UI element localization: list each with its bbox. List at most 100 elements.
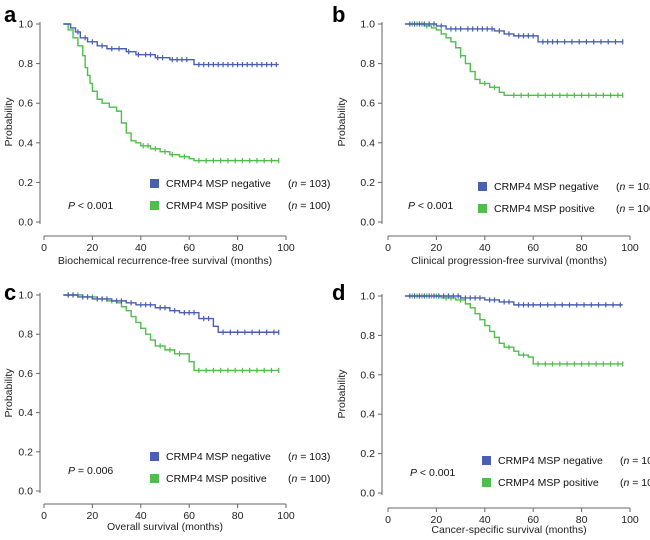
y-tick-label: 0.0 (360, 488, 375, 500)
p-value: P < 0.001 (410, 467, 455, 479)
p-value: P < 0.001 (68, 200, 113, 212)
y-tick-label: 0.4 (360, 409, 375, 421)
series-line-positive (407, 295, 623, 365)
series-line-negative (404, 295, 623, 306)
p-value: P < 0.001 (408, 200, 453, 212)
panel-letter: d (332, 280, 345, 305)
y-tick-label: 1.0 (360, 19, 375, 31)
km-panel-d: d 0.0 0.2 0.4 0.6 0.8 1.0 0 20 40 60 80 100 Cancer-sp… (332, 280, 650, 536)
legend-label: CRMP4 MSP positive (498, 477, 599, 489)
y-tick-label: 0.8 (18, 329, 33, 341)
y-axis-label: Probability (3, 97, 15, 147)
y-tick-label: 0.2 (360, 177, 375, 189)
x-tick-label: 60 (183, 242, 195, 254)
legend-swatch-negative (482, 456, 491, 465)
series-line-positive (407, 23, 623, 96)
y-axis-label: Probability (336, 97, 348, 147)
x-tick-label: 100 (277, 510, 295, 522)
x-tick-label: 20 (87, 242, 99, 254)
legend-n: (n = 103) (288, 178, 330, 190)
x-tick-label: 100 (277, 242, 295, 254)
y-tick-label: 0.6 (360, 98, 375, 110)
x-tick-label: 60 (527, 242, 539, 254)
y-tick-label: 0.6 (18, 98, 33, 110)
x-axis-label: Biochemical recurrence-free survival (mo… (58, 255, 272, 267)
panel-letter: c (4, 280, 16, 305)
legend-swatch-negative (478, 182, 487, 191)
y-tick-label: 0.2 (18, 177, 33, 189)
y-tick-label: 1.0 (18, 290, 33, 302)
y-tick-label: 0.4 (360, 137, 375, 149)
p-value: P = 0.006 (68, 465, 113, 477)
series-line-positive (63, 23, 279, 162)
x-tick-label: 40 (479, 242, 491, 254)
y-tick-label: 0.6 (18, 368, 33, 380)
y-tick-label: 0.8 (360, 330, 375, 342)
x-tick-label: 0 (385, 242, 391, 254)
y-axis-label: Probability (336, 369, 348, 419)
y-tick-label: 1.0 (360, 291, 375, 303)
legend-swatch-negative (150, 452, 159, 461)
y-tick-label: 0.6 (360, 369, 375, 381)
x-tick-label: 80 (576, 514, 588, 526)
legend-label: CRMP4 MSP negative (166, 178, 271, 190)
y-tick-label: 0.8 (18, 58, 33, 70)
km-panel-a: a 0.0 0.2 0.4 0.6 0.8 1.0 0 20 40 60 80 100 Biochemic… (3, 2, 330, 267)
km-panel-c: c 0.0 0.2 0.4 0.6 0.8 1.0 0 20 40 60 80 100 Overall s… (3, 280, 330, 533)
x-tick-label: 20 (431, 514, 443, 526)
km-panel-b: b 0.0 0.2 0.4 0.6 0.8 1.0 0 20 40 60 80 100 Clinical … (332, 2, 650, 267)
x-tick-label: 80 (576, 242, 588, 254)
x-tick-label: 80 (232, 242, 244, 254)
series-line-negative (63, 294, 279, 333)
x-tick-label: 0 (385, 514, 391, 526)
series-line-negative (404, 23, 623, 43)
legend-swatch-positive (482, 478, 491, 487)
x-axis-label: Overall survival (months) (107, 521, 223, 533)
legend-n: (n = 100) (620, 477, 650, 489)
legend-label: CRMP4 MSP positive (166, 200, 267, 212)
x-tick-label: 40 (135, 510, 147, 522)
y-tick-label: 0.4 (18, 137, 33, 149)
panel-letter: a (4, 2, 17, 27)
y-tick-label: 1.0 (18, 19, 33, 31)
legend-label: CRMP4 MSP positive (166, 473, 267, 485)
y-tick-label: 0.0 (360, 217, 375, 229)
series-line-negative (63, 23, 279, 66)
x-tick-label: 40 (135, 242, 147, 254)
legend-swatch-positive (150, 474, 159, 483)
panel-letter: b (332, 2, 345, 27)
legend-swatch-positive (150, 201, 159, 210)
x-tick-label: 100 (621, 514, 639, 526)
legend-n: (n = 103) (620, 455, 650, 467)
x-tick-label: 80 (232, 510, 244, 522)
x-tick-label: 20 (87, 510, 99, 522)
legend-n: (n = 100) (288, 200, 330, 212)
y-tick-label: 0.0 (18, 486, 33, 498)
x-tick-label: 60 (183, 510, 195, 522)
legend-n: (n = 103) (616, 181, 650, 193)
x-tick-label: 60 (527, 514, 539, 526)
y-tick-label: 0.2 (18, 446, 33, 458)
y-tick-label: 0.0 (18, 217, 33, 229)
legend-swatch-positive (478, 204, 487, 213)
y-tick-label: 0.8 (360, 58, 375, 70)
x-tick-label: 100 (621, 242, 639, 254)
x-tick-label: 40 (479, 514, 491, 526)
y-tick-label: 0.4 (18, 407, 33, 419)
legend-n: (n = 100) (616, 203, 650, 215)
x-tick-label: 0 (41, 242, 47, 254)
legend-label: CRMP4 MSP positive (494, 203, 595, 215)
legend-n: (n = 100) (288, 473, 330, 485)
legend-label: CRMP4 MSP negative (498, 455, 603, 467)
legend-label: CRMP4 MSP negative (494, 181, 599, 193)
x-axis-label: Clinical progression-free survival (mont… (411, 255, 607, 267)
legend-n: (n = 103) (288, 451, 330, 463)
x-tick-label: 0 (41, 510, 47, 522)
legend-label: CRMP4 MSP negative (166, 451, 271, 463)
y-axis-label: Probability (3, 368, 15, 418)
x-axis-label: Cancer-specific survival (months) (431, 524, 586, 536)
x-tick-label: 20 (431, 242, 443, 254)
y-tick-label: 0.2 (360, 448, 375, 460)
legend-swatch-negative (150, 179, 159, 188)
